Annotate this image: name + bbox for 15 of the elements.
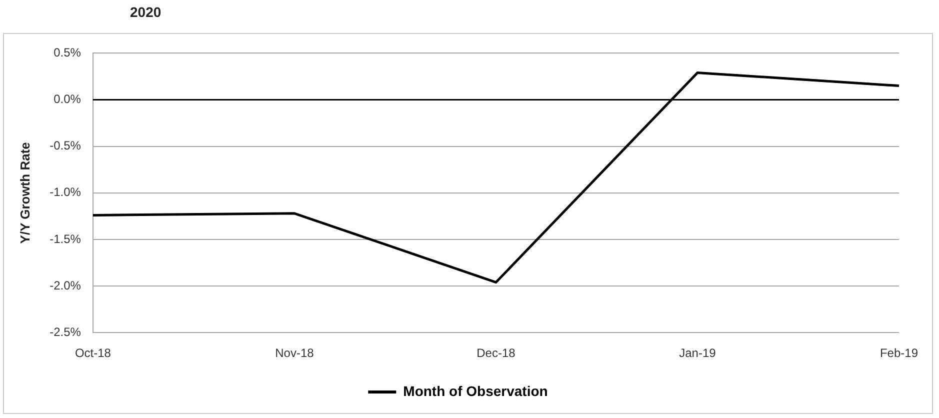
y-tick-label: -2.5% xyxy=(50,324,82,339)
y-tick-label: 0.5% xyxy=(54,46,82,60)
y-tick-label: -1.5% xyxy=(50,232,82,246)
x-tick-label: Nov-18 xyxy=(275,346,314,360)
y-tick-label: -1.0% xyxy=(50,185,82,200)
legend-label: Month of Observation xyxy=(403,382,548,399)
x-tick-label: Dec-18 xyxy=(476,346,516,360)
chart-title: 2020 xyxy=(130,4,162,20)
y-tick-label: 0.0% xyxy=(54,92,82,106)
x-tick-label: Oct-18 xyxy=(74,346,112,360)
x-tick-label: Feb-19 xyxy=(880,346,918,360)
y-axis-title: Y/Y Growth Rate xyxy=(17,142,32,244)
y-tick-label: -0.5% xyxy=(50,138,82,153)
y-tick-label: -2.0% xyxy=(50,278,82,292)
x-tick-label: Jan-19 xyxy=(679,346,716,360)
